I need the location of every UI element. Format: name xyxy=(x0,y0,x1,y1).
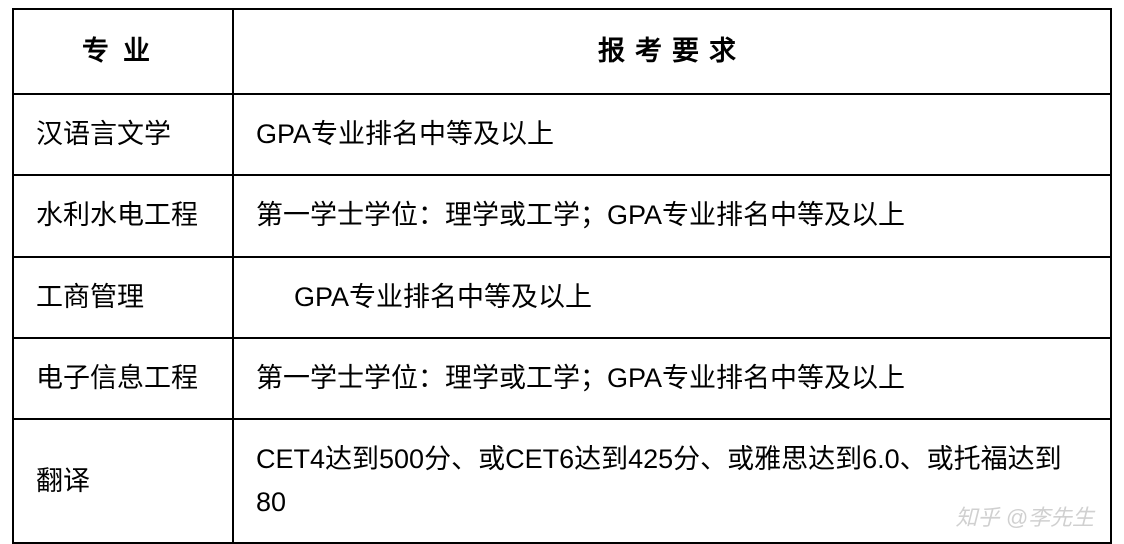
requirements-table: 专业 报考要求 汉语言文学 GPA专业排名中等及以上 水利水电工程 第一学士学位… xyxy=(12,8,1112,544)
table-row: 翻译 CET4达到500分、或CET6达到425分、或雅思达到6.0、或托福达到… xyxy=(13,419,1111,543)
table-row: 汉语言文学 GPA专业排名中等及以上 xyxy=(13,94,1111,175)
requirement-cell: CET4达到500分、或CET6达到425分、或雅思达到6.0、或托福达到80 xyxy=(233,419,1111,543)
major-cell: 汉语言文学 xyxy=(13,94,233,175)
table-row: 工商管理 GPA专业排名中等及以上 xyxy=(13,257,1111,338)
major-cell: 水利水电工程 xyxy=(13,175,233,256)
requirements-table-container: 专业 报考要求 汉语言文学 GPA专业排名中等及以上 水利水电工程 第一学士学位… xyxy=(12,8,1112,544)
major-cell: 工商管理 xyxy=(13,257,233,338)
requirement-cell: 第一学士学位：理学或工学；GPA专业排名中等及以上 xyxy=(233,175,1111,256)
requirement-cell: 第一学士学位：理学或工学；GPA专业排名中等及以上 xyxy=(233,338,1111,419)
major-cell: 电子信息工程 xyxy=(13,338,233,419)
header-requirement: 报考要求 xyxy=(233,9,1111,94)
table-header-row: 专业 报考要求 xyxy=(13,9,1111,94)
header-major: 专业 xyxy=(13,9,233,94)
table-row: 电子信息工程 第一学士学位：理学或工学；GPA专业排名中等及以上 xyxy=(13,338,1111,419)
major-cell: 翻译 xyxy=(13,419,233,543)
requirement-cell: GPA专业排名中等及以上 xyxy=(233,257,1111,338)
table-row: 水利水电工程 第一学士学位：理学或工学；GPA专业排名中等及以上 xyxy=(13,175,1111,256)
requirement-cell: GPA专业排名中等及以上 xyxy=(233,94,1111,175)
